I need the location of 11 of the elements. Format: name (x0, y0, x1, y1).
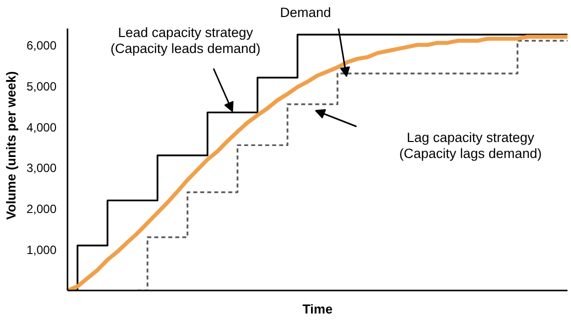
y-tick-label: 4,000 (26, 120, 57, 134)
y-tick-label: 5,000 (26, 79, 57, 94)
text: Demand (280, 5, 332, 20)
y-tick-label: 6,000 (26, 38, 57, 52)
y-axis-title: Volume (units per week) (3, 71, 18, 220)
annotation: Lead capacity strategy (Capacity leads demand) (110, 25, 261, 56)
y-tick-label: 2,000 (26, 202, 57, 216)
y-tick-label: 1,000 (26, 243, 57, 258)
y-tick-label: 3,000 (26, 161, 57, 176)
x-axis-title: Time (302, 302, 333, 316)
annotation: Lag capacity strategy (Capacity lags demand) (399, 130, 542, 161)
